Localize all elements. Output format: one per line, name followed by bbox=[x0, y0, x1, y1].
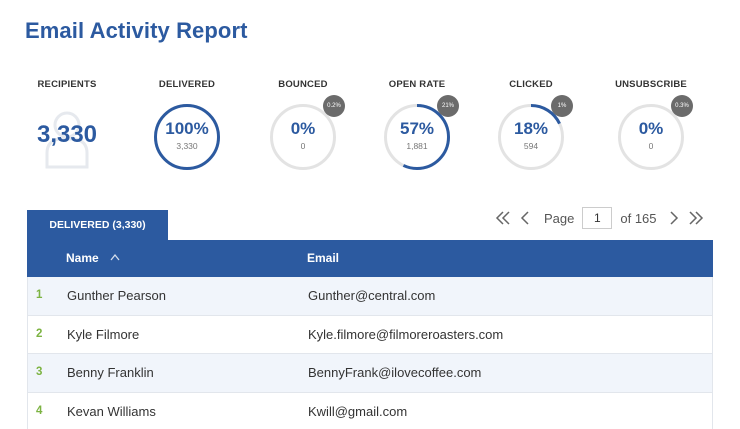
table-header: Name Email bbox=[27, 240, 713, 277]
pagination: Page of 165 bbox=[492, 205, 707, 231]
table-row[interactable]: 3 Benny Franklin BennyFrank@ilovecoffee.… bbox=[27, 354, 713, 393]
progress-ring bbox=[270, 104, 336, 170]
next-page-button[interactable] bbox=[663, 211, 685, 225]
stat-count: 594 bbox=[523, 141, 539, 151]
row-email: Gunther@central.com bbox=[308, 288, 436, 303]
recipients-count: 3,330 bbox=[36, 121, 98, 148]
row-email: Kwill@gmail.com bbox=[308, 403, 408, 419]
user-icon bbox=[45, 111, 89, 169]
stat-percent: 57% bbox=[399, 119, 435, 138]
stat-percent: 18% bbox=[513, 119, 549, 138]
chevron-left-icon bbox=[520, 211, 529, 225]
page-title: Email Activity Report bbox=[25, 18, 248, 43]
page-total: of 165 bbox=[620, 210, 657, 226]
stat-percent: 0% bbox=[290, 119, 316, 138]
row-index: 3 bbox=[36, 366, 43, 378]
row-name: Kyle Filmore bbox=[67, 326, 140, 342]
sort-ascending-icon[interactable] bbox=[109, 251, 121, 265]
double-chevron-right-icon bbox=[689, 211, 703, 225]
last-page-button[interactable] bbox=[685, 211, 707, 225]
double-chevron-left-icon bbox=[495, 211, 510, 225]
table-row[interactable]: 1 Gunther Pearson Gunther@central.com bbox=[27, 277, 713, 316]
stat-delivered: DELIVERED 100% 3,330 bbox=[132, 79, 242, 175]
chevron-right-icon bbox=[670, 211, 678, 225]
recipients-table: Name Email 1 Gunther Pearson Gunther@cen… bbox=[27, 240, 713, 429]
stat-badge: 0.2% bbox=[323, 95, 345, 117]
row-email: BennyFrank@ilovecoffee.com bbox=[308, 365, 482, 380]
page-input[interactable] bbox=[582, 207, 613, 229]
row-name: Kevan Williams bbox=[67, 403, 156, 419]
row-email: Kyle.filmore@filmoreroasters.com bbox=[308, 326, 504, 342]
page-label: Page bbox=[544, 210, 575, 226]
stat-unsubscribe: UNSUBSCRIBE 0% 0 0.3% bbox=[596, 79, 706, 175]
stat-label: RECIPIENTS bbox=[37, 79, 97, 90]
stat-label: DELIVERED bbox=[158, 79, 216, 90]
first-page-button[interactable] bbox=[492, 211, 514, 225]
stat-percent: 100% bbox=[165, 119, 209, 138]
stat-label: UNSUBSCRIBE bbox=[615, 79, 687, 90]
stat-label: CLICKED bbox=[509, 79, 553, 90]
stat-count: 1,881 bbox=[406, 141, 428, 151]
stat-label: BOUNCED bbox=[278, 79, 328, 90]
tab-delivered[interactable]: DELIVERED (3,330) bbox=[27, 210, 168, 242]
row-name: Gunther Pearson bbox=[67, 288, 167, 303]
table-row[interactable]: 2 Kyle Filmore Kyle.filmore@filmoreroast… bbox=[27, 315, 713, 354]
row-index: 2 bbox=[36, 327, 43, 340]
column-header-email[interactable]: Email bbox=[307, 251, 340, 265]
stat-badge: 21% bbox=[437, 95, 459, 117]
stat-badge: 0.3% bbox=[671, 95, 693, 117]
stat-bounced: BOUNCED 0% 0 0.2% bbox=[248, 79, 358, 175]
stat-recipients: RECIPIENTS 3,330 bbox=[12, 79, 122, 175]
stat-open-rate: OPEN RATE 57% 1,881 21% bbox=[362, 79, 472, 175]
progress-ring bbox=[498, 104, 564, 170]
table-row[interactable]: 4 Kevan Williams Kwill@gmail.com bbox=[27, 392, 713, 429]
row-name: Benny Franklin bbox=[67, 365, 154, 380]
stat-percent: 0% bbox=[638, 119, 664, 138]
progress-ring bbox=[154, 104, 220, 170]
stat-count: 0 bbox=[648, 141, 654, 151]
stat-clicked: CLICKED 18% 594 1% bbox=[476, 79, 586, 175]
column-header-name[interactable]: Name bbox=[66, 251, 99, 265]
row-index: 1 bbox=[36, 289, 43, 301]
stat-label: OPEN RATE bbox=[388, 79, 446, 90]
progress-ring bbox=[618, 104, 684, 170]
progress-ring bbox=[384, 104, 450, 170]
stat-count: 0 bbox=[300, 141, 306, 151]
stat-count: 3,330 bbox=[176, 141, 198, 151]
stat-badge: 1% bbox=[551, 95, 573, 117]
row-index: 4 bbox=[36, 404, 43, 417]
prev-page-button[interactable] bbox=[514, 211, 536, 225]
